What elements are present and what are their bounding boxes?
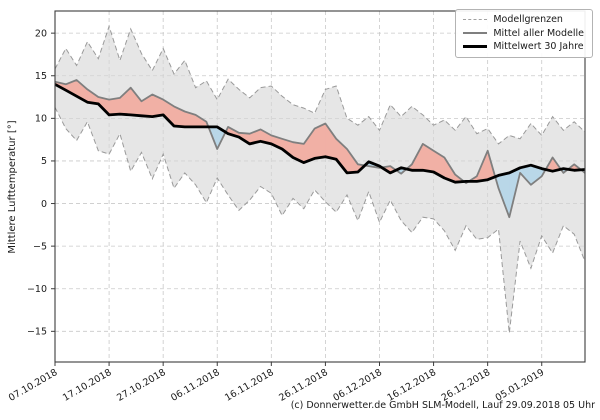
y-tick-label: 5 (41, 156, 47, 167)
legend-label: Mittel aller Modelle (493, 27, 584, 39)
x-tick-label: 05.01.2019 (494, 367, 547, 404)
mean30-line (55, 83, 585, 184)
y-tick-label: 10 (35, 114, 47, 125)
thick-line-sample-icon (463, 45, 488, 49)
y-tick-label: 15 (35, 71, 47, 82)
chart-legend: Modellgrenzen Mittel aller Modelle Mitte… (455, 9, 593, 58)
x-tick-label: 16.12.2018 (385, 367, 438, 404)
x-tick-label: 06.11.2018 (169, 367, 222, 404)
legend-item-modellgrenzen: Modellgrenzen (463, 15, 584, 25)
legend-item-mittel-aller-modelle: Mittel aller Modelle (463, 27, 584, 39)
y-tick-label: 20 (35, 28, 47, 39)
y-tick-label: −10 (27, 284, 47, 295)
copyright-footer: (c) Donnerwetter.de GmbH SLM-Modell, Lau… (290, 400, 595, 411)
legend-item-mittelwert-30-jahre: Mittelwert 30 Jahre (463, 42, 584, 52)
model-mean-line (55, 79, 585, 219)
model-bounds-upper-line (55, 24, 585, 145)
y-tick-label: −15 (27, 327, 47, 338)
x-tick-label: 26.12.2018 (440, 367, 493, 404)
plot-border (54, 10, 586, 363)
x-tick-label: 26.11.2018 (277, 367, 330, 404)
x-tick-label: 06.12.2018 (331, 367, 384, 404)
x-tick-label: 16.11.2018 (223, 367, 276, 404)
y-tick-label: 0 (41, 199, 47, 210)
y-axis-title: Mittlere Lufttemperatur [°] (7, 120, 18, 253)
model-spread-band (55, 26, 585, 334)
x-tick-label: 17.10.2018 (61, 367, 114, 404)
solid-line-sample-icon (463, 32, 488, 35)
model-bounds-lower-line (55, 107, 585, 334)
x-tick-label: 07.10.2018 (7, 367, 60, 404)
legend-label: Modellgrenzen (493, 14, 563, 25)
legend-label: Mittelwert 30 Jahre (493, 41, 584, 52)
y-tick-label: −5 (33, 241, 47, 252)
x-tick-label: 27.10.2018 (115, 367, 168, 404)
plot-area (55, 24, 585, 334)
dashed-line-sample-icon (463, 19, 488, 21)
